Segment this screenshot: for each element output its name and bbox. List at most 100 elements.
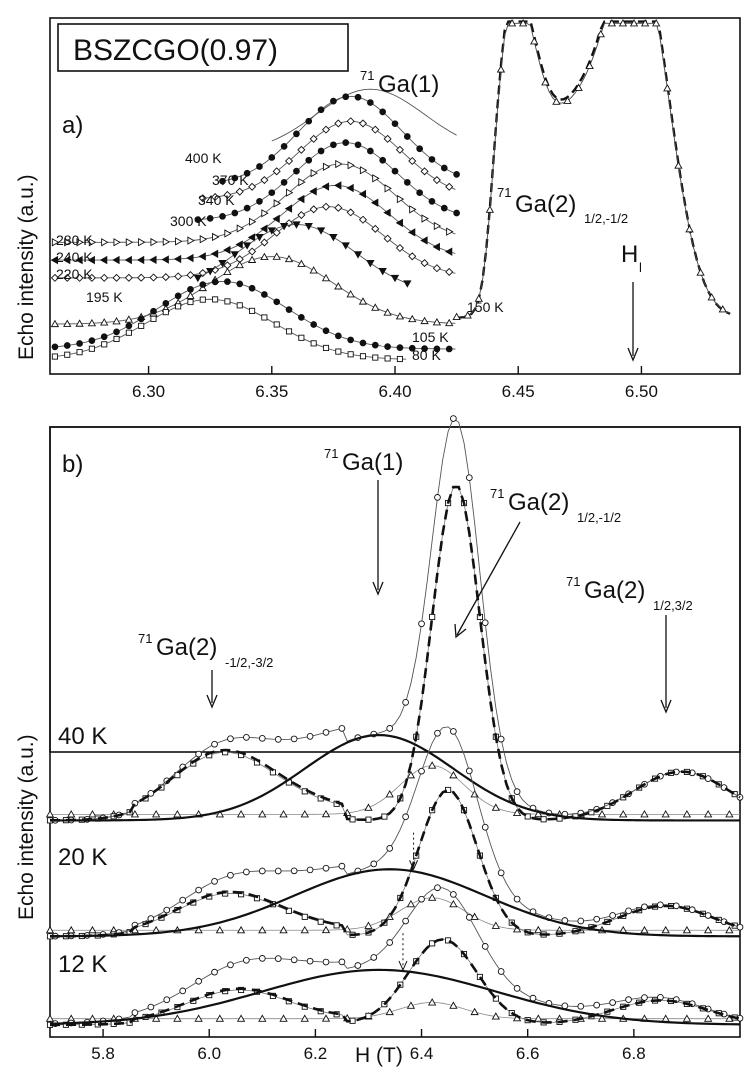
data-point xyxy=(298,314,305,321)
a-hl-arrowhead xyxy=(627,347,639,362)
b-ga2c-sup: 71 xyxy=(566,574,580,589)
data-point xyxy=(290,867,298,875)
data-point xyxy=(162,299,170,307)
data-point xyxy=(260,175,269,185)
data-point xyxy=(346,183,354,193)
data-point xyxy=(420,167,429,176)
data-point xyxy=(563,96,572,104)
data-point xyxy=(674,161,683,169)
data-point xyxy=(445,318,454,327)
data-point xyxy=(199,281,207,288)
data-point xyxy=(449,770,458,779)
data-point xyxy=(64,351,71,358)
data-point xyxy=(75,319,84,327)
data-point xyxy=(212,296,219,303)
data-point xyxy=(421,345,428,352)
b-xtick-label: 6.4 xyxy=(410,1044,434,1063)
data-point xyxy=(640,19,650,27)
panel-a-ylabel: Echo intensity (a.u.) xyxy=(15,174,38,360)
a-ga2-label: Ga(2) xyxy=(515,191,576,218)
b-ga2c-sub: 1/2,3/2 xyxy=(653,598,693,613)
data-point xyxy=(75,255,83,265)
data-point xyxy=(256,163,263,170)
data-point xyxy=(187,298,194,306)
data-point xyxy=(173,254,182,264)
data-point xyxy=(306,957,314,965)
data-point xyxy=(682,925,692,934)
data-point xyxy=(223,267,232,276)
data-point xyxy=(640,810,649,818)
data-point xyxy=(349,816,356,823)
a-series-label: 340 K xyxy=(198,192,235,208)
data-point xyxy=(310,321,318,328)
a-series-label: 220 K xyxy=(56,266,93,282)
data-point xyxy=(297,259,306,267)
data-point xyxy=(273,199,282,208)
data-point xyxy=(725,1014,734,1022)
data-point xyxy=(496,65,506,73)
data-point xyxy=(540,816,547,823)
a-series-label: 370 K xyxy=(212,172,249,188)
data-point xyxy=(297,211,306,220)
data-point xyxy=(420,236,428,245)
data-point xyxy=(125,322,133,330)
data-point xyxy=(243,868,250,876)
data-point xyxy=(593,915,601,923)
data-point xyxy=(383,234,392,243)
data-point xyxy=(609,912,616,919)
data-point xyxy=(416,145,423,153)
data-point xyxy=(358,297,368,305)
data-point xyxy=(657,901,664,909)
a-ga2-peaks xyxy=(452,19,731,320)
data-point xyxy=(279,1014,288,1022)
data-point xyxy=(371,303,380,311)
data-point xyxy=(407,228,416,237)
data-point xyxy=(470,912,479,920)
data-point xyxy=(396,194,405,204)
data-point xyxy=(45,925,55,934)
data-point xyxy=(485,205,495,213)
data-point xyxy=(87,273,96,282)
a-series: 80 K xyxy=(51,296,441,363)
b-frame xyxy=(49,426,741,1038)
data-point xyxy=(663,84,672,92)
data-point xyxy=(272,167,281,176)
data-point xyxy=(403,179,411,186)
data-point xyxy=(379,108,387,116)
data-point xyxy=(408,156,417,166)
data-point xyxy=(386,939,394,946)
data-point xyxy=(354,141,362,149)
data-point xyxy=(403,133,411,140)
data-point xyxy=(406,1001,416,1009)
data-point xyxy=(211,968,218,976)
data-point xyxy=(261,209,269,218)
data-point xyxy=(434,729,441,737)
data-point xyxy=(248,247,257,256)
a-series-line xyxy=(271,88,457,142)
data-point xyxy=(211,278,219,286)
data-point xyxy=(309,205,318,214)
data-point xyxy=(300,810,309,818)
data-point xyxy=(641,903,648,911)
data-point xyxy=(338,958,346,966)
data-point xyxy=(100,318,109,326)
data-point xyxy=(88,925,97,934)
data-point xyxy=(371,341,379,349)
data-point xyxy=(507,19,517,27)
data-point xyxy=(385,789,394,798)
a-hl-label: H xyxy=(621,241,638,268)
data-point xyxy=(685,224,694,233)
title-box xyxy=(57,23,349,72)
data-point xyxy=(379,156,387,164)
data-point xyxy=(491,1012,501,1020)
data-point xyxy=(450,415,457,422)
data-point xyxy=(353,251,363,259)
data-point xyxy=(51,353,58,360)
data-point xyxy=(195,977,202,985)
b-ga1-label: Ga(1) xyxy=(342,449,403,476)
data-point xyxy=(625,907,632,915)
data-point xyxy=(434,494,441,501)
data-point xyxy=(175,303,182,310)
data-point xyxy=(235,187,244,196)
data-point xyxy=(449,899,458,908)
